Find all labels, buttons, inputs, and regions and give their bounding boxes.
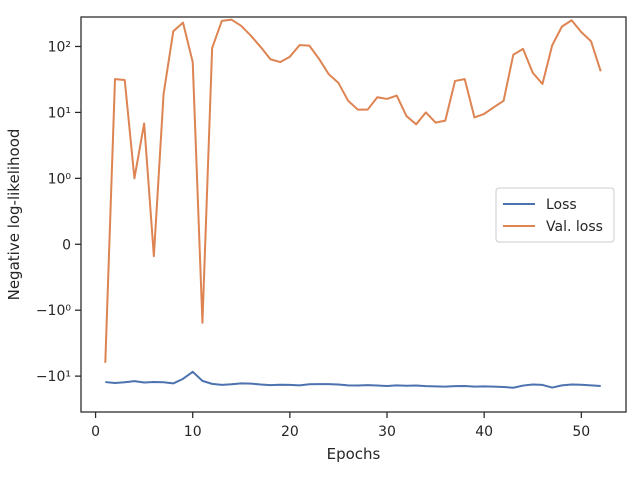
series-layer xyxy=(104,18,602,389)
series-line-loss xyxy=(105,370,601,389)
y-axis-label: Negative log-likelihood xyxy=(5,129,23,301)
legend-entry-val-loss: Val. loss xyxy=(546,219,603,235)
x-tick-label: 30 xyxy=(378,424,396,440)
x-tick-label: 10 xyxy=(184,424,202,440)
legend: Loss Val. loss xyxy=(495,187,615,243)
y-tick-label: 10⁰ xyxy=(48,171,72,187)
x-axis: 0 10 20 30 40 50 xyxy=(91,412,590,440)
y-tick-label: 0 xyxy=(62,237,71,253)
x-tick-label: 20 xyxy=(281,424,299,440)
legend-entry-loss: Loss xyxy=(546,197,577,213)
x-tick-label: 40 xyxy=(475,424,493,440)
y-tick-label: −10⁰ xyxy=(36,303,72,319)
series-line-val-loss xyxy=(104,18,602,363)
plot-frame xyxy=(80,16,627,413)
x-tick-label: 50 xyxy=(572,424,590,440)
y-axis: −10¹ −10⁰ 0 10⁰ 10¹ 10² xyxy=(36,39,81,385)
y-tick-label: 10¹ xyxy=(48,105,71,121)
y-tick-label: −10¹ xyxy=(36,369,71,385)
x-tick-label: 0 xyxy=(91,424,100,440)
y-tick-label: 10² xyxy=(48,39,71,55)
x-axis-label: Epochs xyxy=(327,445,381,463)
legend-box xyxy=(495,187,615,243)
